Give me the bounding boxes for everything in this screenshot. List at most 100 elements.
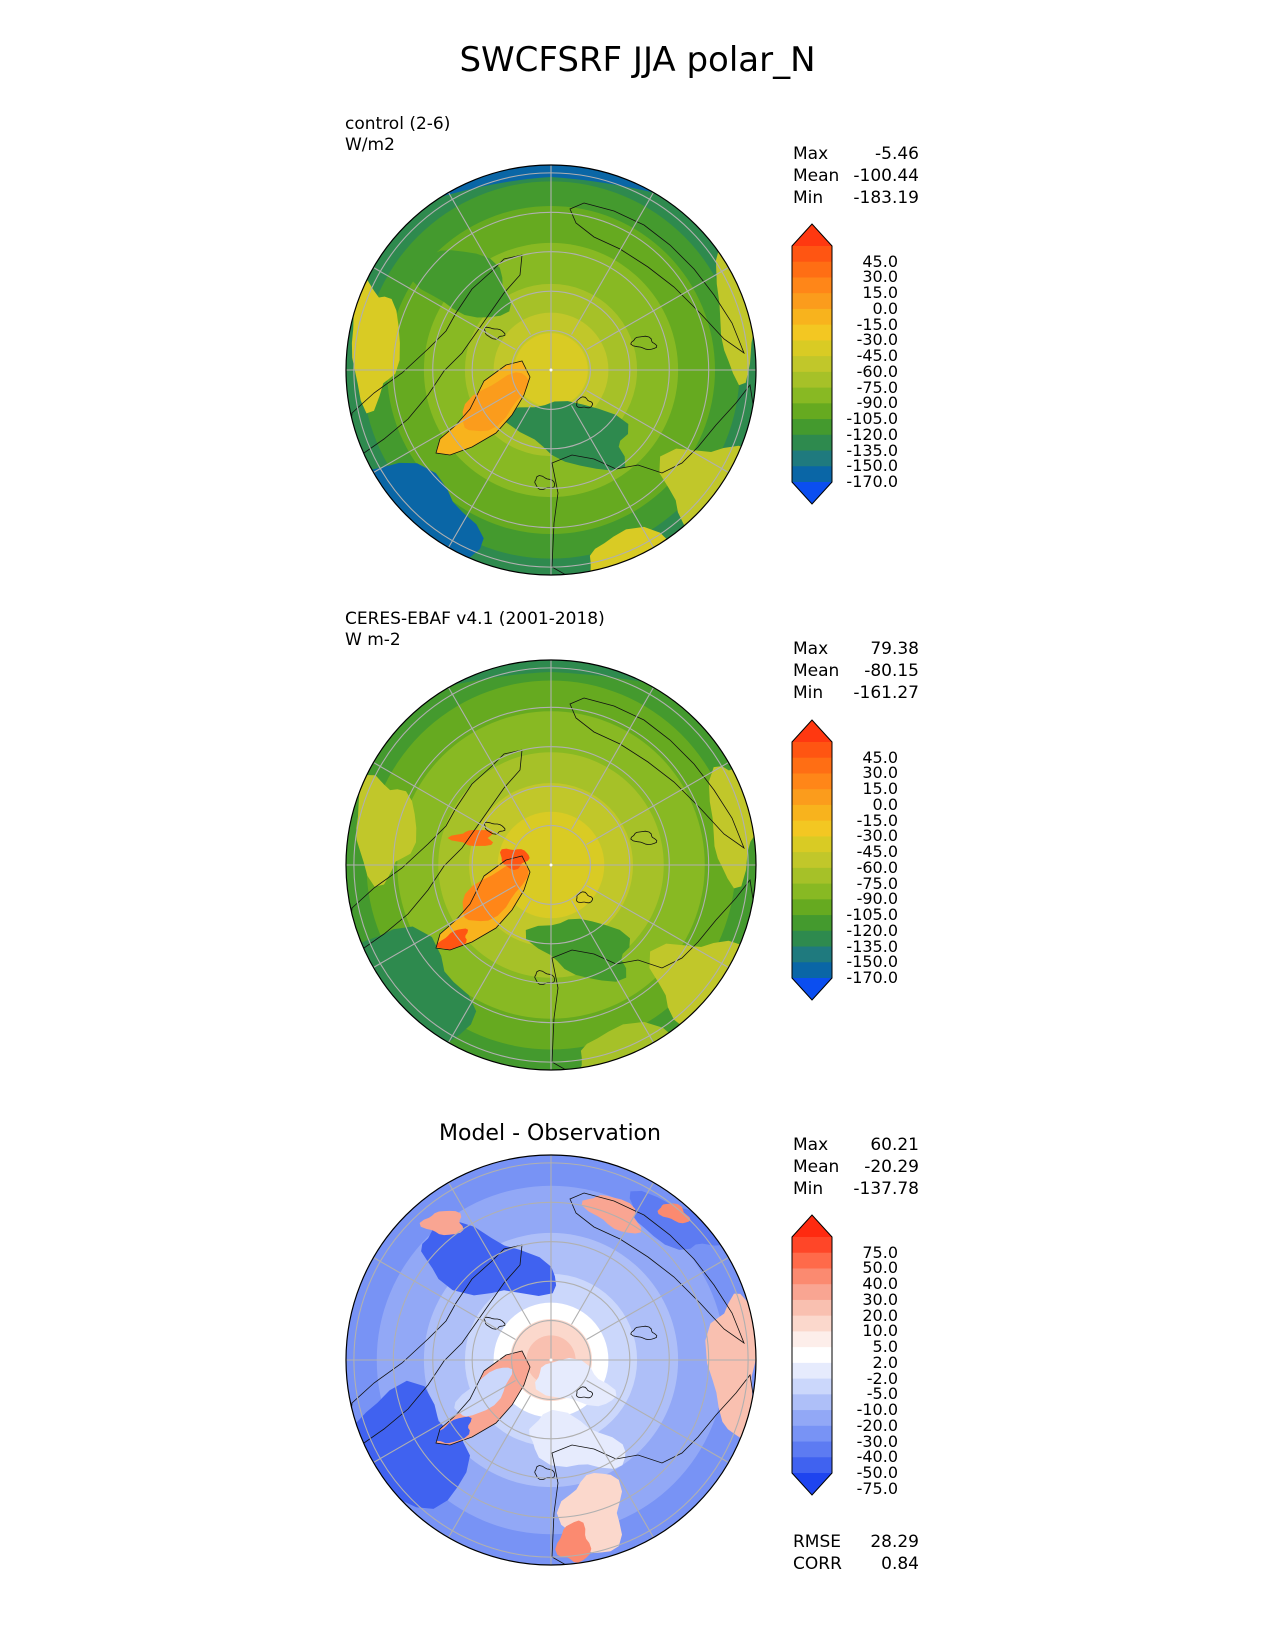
- colorbar-bin: [792, 899, 832, 916]
- colorbar-tick-label: -5.0: [866, 1384, 898, 1404]
- colorbar-tick-label: 0.0: [872, 794, 898, 814]
- panel-2-units: W m-2: [345, 630, 401, 650]
- colorbar-bin: [792, 867, 832, 885]
- colorbar-tick-label: 15.0: [862, 779, 898, 799]
- colorbar-bin: [792, 246, 832, 263]
- map-field-patch: [525, 918, 630, 982]
- map-field: [346, 660, 756, 1070]
- colorbar-bin: [792, 742, 832, 759]
- colorbar-bin: [792, 836, 832, 853]
- panel-2-title: CERES-EBAF v4.1 (2001-2018) W m-2: [345, 609, 605, 651]
- meridian-line: [571, 183, 660, 335]
- map-field-patch: [356, 775, 417, 887]
- coastline-island: [576, 891, 594, 904]
- coastline: [551, 879, 756, 1070]
- colorbar-tick-label: -105.0: [846, 409, 898, 429]
- colorbar-extend-bottom: [792, 482, 832, 504]
- coastline-island: [483, 821, 506, 835]
- colorbar-tick-label: 30.0: [862, 763, 898, 783]
- colorbar-bin: [792, 1252, 832, 1270]
- panel-1-colorbar: [791, 223, 833, 505]
- colorbar-tick-label: -15.0: [856, 810, 898, 830]
- colorbar-bin: [792, 466, 832, 483]
- colorbar-tick-label: -90.0: [856, 889, 898, 909]
- map-field-patch: [436, 928, 469, 950]
- colorbar-bin: [792, 820, 832, 837]
- map-field-patch: [447, 830, 494, 846]
- colorbar-tick-label: -60.0: [856, 857, 898, 877]
- map-field: [346, 165, 756, 575]
- panel-1-stats: Max -5.46 Mean -100.44 Min -183.19: [793, 143, 919, 209]
- coastline-island: [630, 335, 658, 351]
- panel-3-stat-mean: Mean -20.29: [793, 1157, 919, 1177]
- panel-1-title: control (2-6) W/m2: [345, 114, 450, 156]
- meridian-line: [586, 1380, 738, 1469]
- colorbar-bin: [792, 434, 832, 452]
- map-field-patch: [504, 401, 629, 471]
- colorbar-bin: [792, 371, 832, 389]
- panel-2-stat-mean: Mean -80.15: [793, 661, 919, 681]
- colorbar-bin: [792, 789, 832, 806]
- colorbar-tick-label: -120.0: [846, 920, 898, 940]
- map-boundary: [345, 164, 757, 576]
- colorbar-outline: [791, 1214, 833, 1496]
- colorbar-tick-label: -120.0: [846, 424, 898, 444]
- colorbar-tick-label: -135.0: [846, 936, 898, 956]
- colorbar-tick-label: -75.0: [856, 1478, 898, 1498]
- panel-3-stat-max: Max 60.21: [793, 1135, 919, 1155]
- colorbar-tick-label: -40.0: [856, 1447, 898, 1467]
- meridian-line: [571, 900, 660, 1052]
- meridian-line: [364, 1251, 516, 1340]
- colorbar-tick-label: -75.0: [856, 377, 898, 397]
- colorbar-bin: [792, 962, 832, 979]
- colorbar-bin: [792, 804, 832, 822]
- panel-1-units: W/m2: [345, 135, 395, 155]
- colorbar-extend-top: [792, 224, 832, 246]
- figure-title: SWCFSRF JJA polar_N: [459, 40, 816, 80]
- colorbar-tick-label: 40.0: [862, 1274, 898, 1294]
- panel-1-dataset-label: control (2-6): [345, 114, 451, 134]
- panel-3-metric-rmse: RMSE 28.29: [793, 1532, 919, 1552]
- colorbar-tick-label: 0.0: [872, 298, 898, 318]
- meridian-line: [571, 1395, 660, 1547]
- colorbar-tick-label: 45.0: [862, 251, 898, 271]
- map-field-patch: [421, 1219, 557, 1296]
- coastline: [551, 1374, 756, 1565]
- meridian-line: [364, 390, 516, 479]
- colorbar-tick-label: 30.0: [862, 1289, 898, 1309]
- coastline: [551, 384, 756, 575]
- colorbar-bin: [792, 1237, 832, 1254]
- colorbar-extend-bottom: [792, 1473, 832, 1495]
- colorbar-tick-label: 50.0: [862, 1258, 898, 1278]
- coastline: [435, 855, 531, 951]
- colorbar-tick-label: -105.0: [846, 905, 898, 925]
- colorbar-tick-label: -170.0: [846, 472, 898, 491]
- colorbar-tick-label: -150.0: [846, 952, 898, 972]
- map-field-patch: [411, 250, 512, 318]
- colorbar-bin: [792, 1299, 832, 1317]
- pole-marker: [549, 368, 553, 372]
- colorbar-bin: [792, 308, 832, 326]
- colorbar-outline: [791, 223, 833, 505]
- colorbar-bin: [792, 852, 832, 869]
- colorbar-bin: [792, 1315, 832, 1332]
- colorbar-bin: [792, 277, 832, 294]
- meridian-line: [586, 756, 738, 845]
- colorbar-tick-label: -30.0: [856, 330, 898, 350]
- pole-marker: [549, 863, 553, 867]
- colorbar-tick-label: -30.0: [856, 826, 898, 846]
- colorbar-bin: [792, 1378, 832, 1395]
- colorbar-bin: [792, 883, 832, 900]
- colorbar-bin: [792, 1347, 832, 1364]
- colorbar-bin: [792, 340, 832, 357]
- colorbar-tick-label: 75.0: [862, 1242, 898, 1262]
- colorbar-bin: [792, 419, 832, 436]
- meridian-line: [571, 405, 660, 557]
- panel-1-stat-mean: Mean -100.44: [793, 166, 919, 186]
- colorbar-bin: [792, 387, 832, 404]
- colorbar-bin: [792, 773, 832, 790]
- panel-3-title: Model - Observation: [439, 1121, 661, 1146]
- meridian-line: [586, 390, 738, 479]
- coastline-island: [576, 1386, 594, 1399]
- meridian-line: [442, 1395, 531, 1547]
